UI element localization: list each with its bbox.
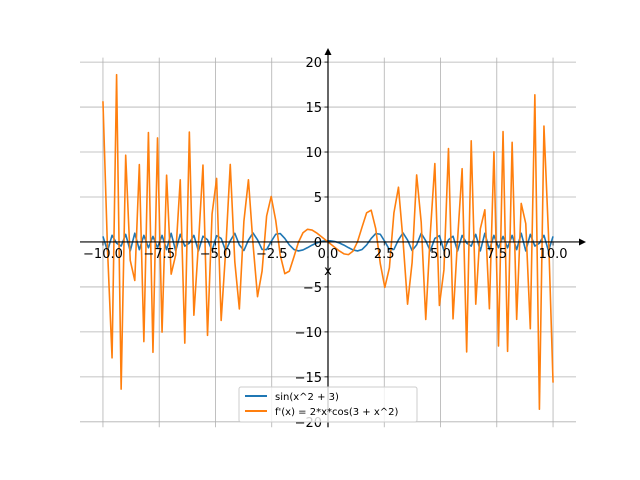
y-axis-arrow-icon (324, 48, 332, 55)
y-tick-label: −10 (295, 326, 322, 341)
x-axis-arrow-icon (579, 238, 586, 246)
y-tick-label: 10 (305, 146, 322, 161)
x-tick-label: −10.0 (83, 247, 123, 262)
legend: sin(x^2 + 3) f'(x) = 2*x*cos(3 + x^2) (238, 386, 418, 423)
x-tick-label: 7.5 (486, 247, 507, 262)
x-tick-label: 10.0 (539, 247, 568, 262)
y-tick-label: 0 (314, 236, 322, 251)
axes (80, 48, 586, 428)
legend-box (238, 386, 418, 423)
ticks: −10.0 −7.5 −5.0 −2.5 0.0 2.5 5.0 7.5 10.0−20−15−… (83, 56, 567, 431)
x-tick-label: −5.0 (200, 247, 232, 262)
x-tick-label: 2.5 (374, 247, 395, 262)
y-tick-label: −5 (303, 281, 322, 296)
y-tick-label: 5 (314, 191, 322, 206)
legend-label-sin: sin(x^2 + 3) (275, 392, 339, 403)
y-tick-label: 20 (305, 56, 322, 71)
y-tick-label: −15 (295, 371, 322, 386)
x-tick-label: 5.0 (430, 247, 451, 262)
y-tick-label: 15 (305, 101, 322, 116)
x-axis-label: x (324, 264, 332, 279)
x-tick-label: 0.0 (318, 247, 339, 262)
legend-label-derivative: f'(x) = 2*x*cos(3 + x^2) (275, 407, 398, 418)
x-tick-label: −7.5 (143, 247, 175, 262)
x-tick-label: −2.5 (256, 247, 288, 262)
